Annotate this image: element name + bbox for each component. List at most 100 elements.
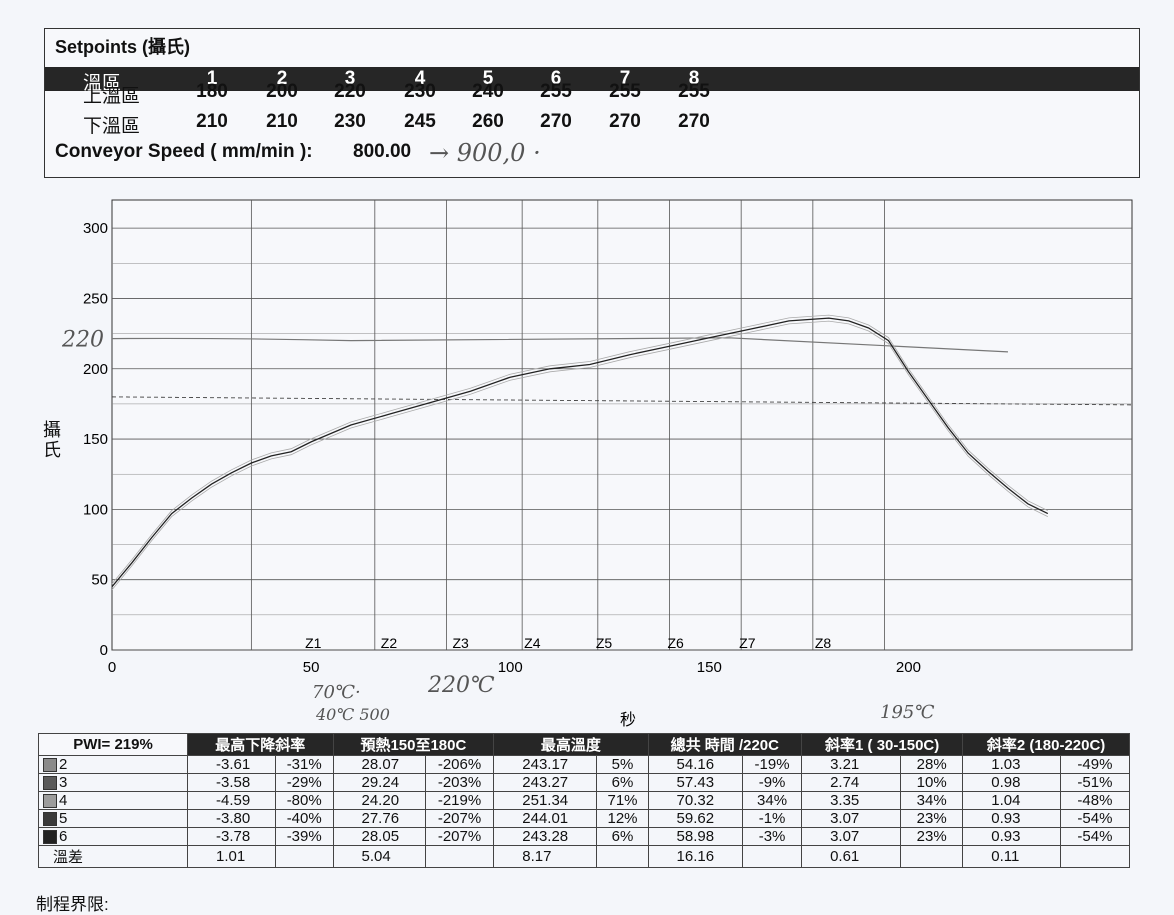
diff-cell [900, 845, 964, 868]
table-cell: -3.58 [187, 773, 276, 792]
table-row: 6 -3.78 -39% 28.05 -207% 243.28 6% 58.98 -3% 3.07… [38, 827, 1131, 846]
table-cell: -39% [274, 827, 334, 846]
table-cell: 251.34 [493, 791, 598, 810]
table-cell: 29.24 [332, 773, 426, 792]
table-cell: 1.04 [962, 791, 1061, 810]
y-tick-label: 0 [100, 642, 108, 659]
temperature-profile-line [111, 317, 1049, 588]
table-cell: -54% [1059, 827, 1131, 846]
diff-label: 溫差 [38, 845, 188, 868]
header-slope1: 斜率1 ( 30-150C) [801, 733, 964, 756]
reference-line-180 [111, 396, 1133, 406]
table-cell: 27.76 [332, 809, 426, 828]
temperature-profile-line [111, 314, 1048, 584]
table-cell: -206% [424, 755, 495, 774]
table-cell: -219% [424, 791, 495, 810]
handwritten-annotation: 40℃ 500 [315, 705, 390, 724]
zone-marker-label: Z1 [305, 635, 322, 651]
header-total-time: 總共 時間 /220C [647, 733, 803, 756]
x-tick-label: 200 [896, 659, 921, 676]
probe-label: 3 [59, 774, 68, 791]
table-cell: -29% [274, 773, 334, 792]
zone-header-row: 溫區 1 2 3 4 5 6 7 8 [45, 67, 1139, 94]
upper-setpoint: 255 [609, 81, 641, 102]
table-cell: 6% [596, 773, 649, 792]
zone-number: 5 [482, 68, 494, 89]
zone-number: 3 [344, 68, 356, 89]
table-cell: 59.62 [647, 809, 744, 828]
probe-color-swatch [43, 812, 57, 827]
probe-cell: 4 [38, 791, 188, 810]
probe-color-swatch [43, 776, 57, 791]
table-header-row: PWI= 219% 最高下降斜率 預熱150至180C 最高溫度 總共 時間 /… [38, 733, 1130, 756]
zone-number: 6 [550, 68, 562, 89]
upper-setpoint: 180 [196, 81, 228, 102]
x-axis-label: 秒 [620, 710, 636, 729]
temperature-profile-chart: 0 50 100 150 200 250 300 0 50 100 150 200 Z1 Z2 Z3 Z4 Z5… [0, 190, 1174, 740]
table-cell: 28.05 [332, 827, 426, 846]
handwritten-annotation: 220 [61, 328, 104, 353]
zone-number: 8 [688, 68, 700, 89]
table-cell: 243.28 [493, 827, 598, 846]
setpoints-title: Setpoints (攝氏) [55, 37, 190, 57]
zone-marker-label: Z4 [524, 635, 541, 651]
probe-label: 6 [59, 828, 68, 845]
table-cell: 12% [596, 809, 649, 828]
table-cell: 0.93 [962, 827, 1061, 846]
diff-cell: 1.01 [187, 845, 276, 868]
handwritten-annotation: 195℃ [880, 702, 935, 723]
diff-cell [424, 845, 495, 868]
zone-number: 1 [206, 68, 218, 89]
handwritten-annotation: 70℃· [312, 682, 361, 703]
lower-setpoint: 245 [404, 111, 436, 132]
analysis-table: PWI= 219% 最高下降斜率 預熱150至180C 最高溫度 總共 時間 /… [38, 733, 1131, 868]
header-peak-temp: 最高溫度 [493, 733, 649, 756]
y-axis-label: 攝氏 [41, 420, 61, 460]
zone-marker-label: Z5 [596, 635, 613, 651]
table-cell: 1.03 [962, 755, 1061, 774]
upper-setpoint: 240 [472, 81, 504, 102]
setpoints-panel: Setpoints (攝氏) 溫區 1 2 3 4 5 6 7 8 上溫區 18… [44, 28, 1140, 178]
zone-marker-label: Z3 [452, 635, 469, 651]
table-cell: -51% [1059, 773, 1131, 792]
table-cell: 5% [596, 755, 649, 774]
table-cell: -207% [424, 827, 495, 846]
table-cell: -3.80 [187, 809, 276, 828]
table-cell: 28.07 [332, 755, 426, 774]
handwritten-220-line [111, 337, 1009, 353]
table-cell: -207% [424, 809, 495, 828]
table-cell: -1% [742, 809, 803, 828]
table-cell: 10% [900, 773, 964, 792]
lower-setpoint: 210 [196, 111, 228, 132]
table-cell: 70.32 [647, 791, 744, 810]
table-row: 2 -3.61 -31% 28.07 -206% 243.17 5% 54.16 -19% 3.2… [38, 755, 1131, 774]
conveyor-speed-label: Conveyor Speed ( mm/min ): [55, 141, 313, 162]
plot-area [111, 199, 1133, 651]
diff-cell [1059, 845, 1131, 868]
upper-setpoint: 255 [540, 81, 572, 102]
zone-marker-label: Z8 [815, 635, 832, 651]
table-cell: 23% [900, 827, 964, 846]
header-preheat: 預熱150至180C [332, 733, 495, 756]
probe-color-swatch [43, 758, 57, 773]
diff-cell: 5.04 [332, 845, 426, 868]
header-slope2: 斜率2 (180-220C) [962, 733, 1130, 756]
table-cell: -19% [742, 755, 803, 774]
zone-marker-label: Z6 [668, 635, 685, 651]
table-row: 5 -3.80 -40% 27.76 -207% 244.01 12% 59.62 -1% 3.0… [38, 809, 1131, 828]
table-cell: 23% [900, 809, 964, 828]
x-tick-label: 100 [498, 659, 523, 676]
lower-zone-label: 下溫區 [83, 116, 141, 137]
zone-marker-label: Z7 [739, 635, 756, 651]
table-cell: 3.21 [801, 755, 902, 774]
zone-header-label: 溫區 [83, 73, 122, 94]
x-tick-label: 0 [108, 659, 116, 676]
diff-cell [274, 845, 334, 868]
y-tick-label: 250 [83, 290, 108, 307]
table-cell: 28% [900, 755, 964, 774]
lower-setpoint: 260 [472, 111, 504, 132]
lower-zone-row: 下溫區 210 210 230 245 260 270 270 270 [45, 111, 1139, 137]
handwritten-annotation: 220℃ [427, 673, 495, 698]
handwritten-conveyor-note: → 900,0 · [429, 139, 541, 167]
table-cell: 54.16 [647, 755, 744, 774]
